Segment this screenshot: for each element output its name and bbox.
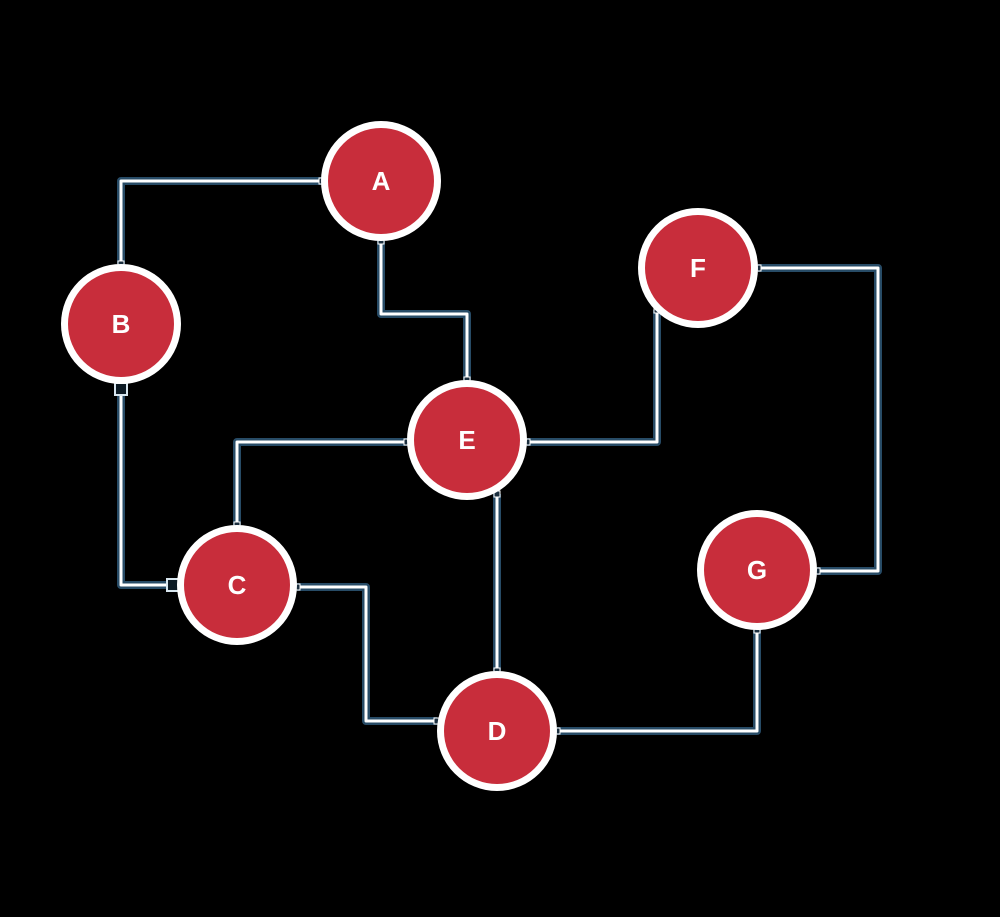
edge-outline bbox=[557, 630, 761, 735]
node-a[interactable]: A bbox=[321, 121, 441, 241]
nodes-layer: A B C D E F G bbox=[61, 121, 817, 791]
edges-layer bbox=[114, 177, 882, 735]
node-label: C bbox=[228, 570, 247, 600]
node-body bbox=[68, 271, 174, 377]
node-label: B bbox=[112, 309, 131, 339]
edge-a-b bbox=[117, 177, 326, 268]
node-e[interactable]: E bbox=[407, 380, 527, 500]
edge-c-e bbox=[233, 438, 411, 529]
edge-line bbox=[297, 585, 437, 723]
node-body bbox=[328, 128, 434, 234]
edge-outline bbox=[527, 310, 661, 446]
node-label: A bbox=[372, 166, 391, 196]
edge-e-d bbox=[493, 490, 501, 675]
edge-line bbox=[235, 440, 407, 525]
edge-outline bbox=[117, 177, 322, 264]
edge-line bbox=[557, 630, 759, 733]
edge-line bbox=[758, 266, 880, 573]
edge-outline bbox=[377, 241, 471, 380]
edge-line bbox=[527, 310, 659, 444]
edge-b-c bbox=[117, 380, 181, 589]
node-g[interactable]: G bbox=[697, 510, 817, 630]
node-label: E bbox=[458, 425, 475, 455]
node-body bbox=[414, 387, 520, 493]
node-body bbox=[444, 678, 550, 784]
node-f[interactable]: F bbox=[638, 208, 758, 328]
edge-g-d bbox=[553, 626, 761, 735]
edge-line bbox=[379, 241, 469, 380]
node-b[interactable]: B bbox=[61, 264, 181, 384]
edge-c-d bbox=[293, 583, 441, 725]
node-body bbox=[645, 215, 751, 321]
edge-line bbox=[119, 179, 322, 264]
node-body bbox=[184, 532, 290, 638]
edge-a-e bbox=[377, 237, 471, 384]
node-label: D bbox=[488, 716, 507, 746]
edge-outline bbox=[233, 438, 407, 525]
node-c[interactable]: C bbox=[177, 525, 297, 645]
node-label: F bbox=[690, 253, 706, 283]
node-label: G bbox=[747, 555, 767, 585]
node-d[interactable]: D bbox=[437, 671, 557, 791]
node-body bbox=[704, 517, 810, 623]
edge-line bbox=[119, 384, 177, 587]
edge-outline bbox=[117, 384, 177, 589]
edge-handle[interactable] bbox=[114, 382, 128, 396]
edge-e-f bbox=[523, 306, 661, 446]
